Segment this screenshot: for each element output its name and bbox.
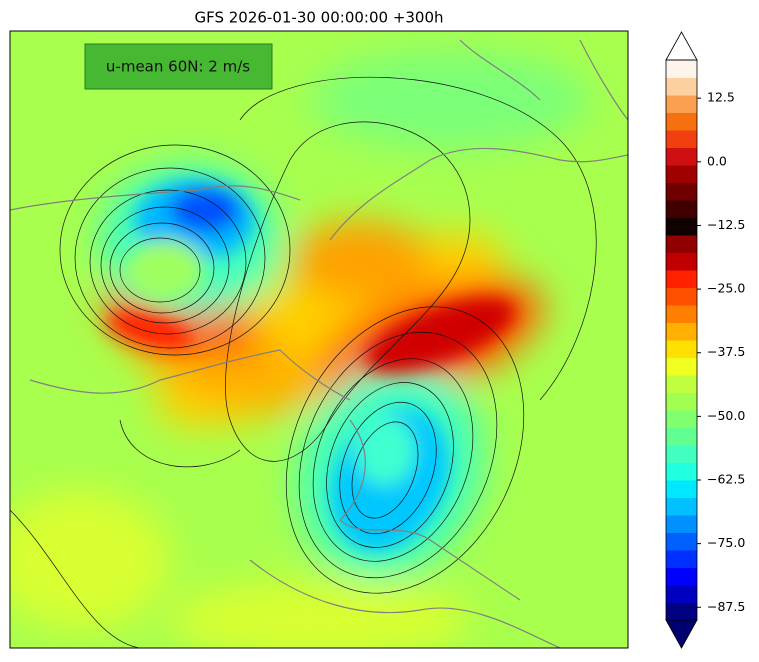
colorbar-under [665, 619, 698, 649]
colorbar-band [666, 147, 697, 166]
map: u-mean 60N: 2 m/s [10, 31, 628, 648]
colorbar-band [666, 182, 697, 201]
annotation-box [84, 43, 273, 90]
colorbar: −87.5 −75.0 −62.5 −50.0 −37.5 −25.0 −12.5 0.0 12… [665, 31, 745, 649]
colorbar-tick-label: 12.5 [707, 90, 735, 105]
colorbar-band [666, 532, 697, 551]
colorbar-tick-label: −75.0 [707, 535, 745, 550]
colorbar-band [666, 322, 697, 341]
colorbar-band [666, 480, 697, 498]
colorbar-band [666, 200, 697, 218]
annotation: u-mean 60N: 2 m/s [106, 58, 250, 76]
colorbar-band [666, 602, 697, 621]
map-frame [9, 30, 629, 649]
colorbar-band [666, 410, 697, 428]
colorbar-band [666, 375, 697, 393]
colorbar-band [666, 462, 697, 481]
colorbar-band [666, 270, 697, 288]
map-title: GFS 2026-01-30 00:00:00 +300h [194, 9, 443, 27]
colorbar-band [666, 77, 697, 96]
colorbar-band [666, 252, 697, 271]
contours [10, 76, 597, 648]
colorbar-band [666, 497, 697, 516]
colorbar-band [666, 585, 697, 603]
colorbar-band [666, 567, 697, 586]
colorbar-band [666, 305, 697, 323]
colorbar-tick-label: −12.5 [707, 217, 745, 232]
colorbar-band [666, 217, 697, 236]
colorbar-tick-label: 0.0 [707, 153, 727, 168]
colorbar-band [666, 95, 697, 113]
colorbar-tick-label: −50.0 [707, 408, 745, 423]
colorbar-band [666, 130, 697, 148]
colorbar-band [666, 340, 697, 358]
colorbar-band [666, 427, 697, 446]
colorbar-tick-label: −62.5 [707, 472, 745, 487]
colorbar-band [666, 357, 697, 376]
colorbar-band [666, 287, 697, 306]
colorbar-tick-label: −37.5 [707, 344, 745, 359]
colorbar-tick-label: −87.5 [707, 599, 745, 614]
colorbar-band [666, 112, 697, 131]
colorbar-frame [665, 59, 698, 621]
colorbar-tick-label: −25.0 [707, 281, 745, 296]
colorbar-band [666, 165, 697, 183]
colorbar-band [666, 235, 697, 253]
colorbar-band [666, 445, 697, 463]
coastlines [10, 39, 628, 648]
colorbar-band [666, 550, 697, 568]
colorbar-band [666, 392, 697, 411]
colorbar-band [666, 60, 697, 78]
colorbar-band [666, 515, 697, 533]
colorbar-over [665, 31, 698, 61]
